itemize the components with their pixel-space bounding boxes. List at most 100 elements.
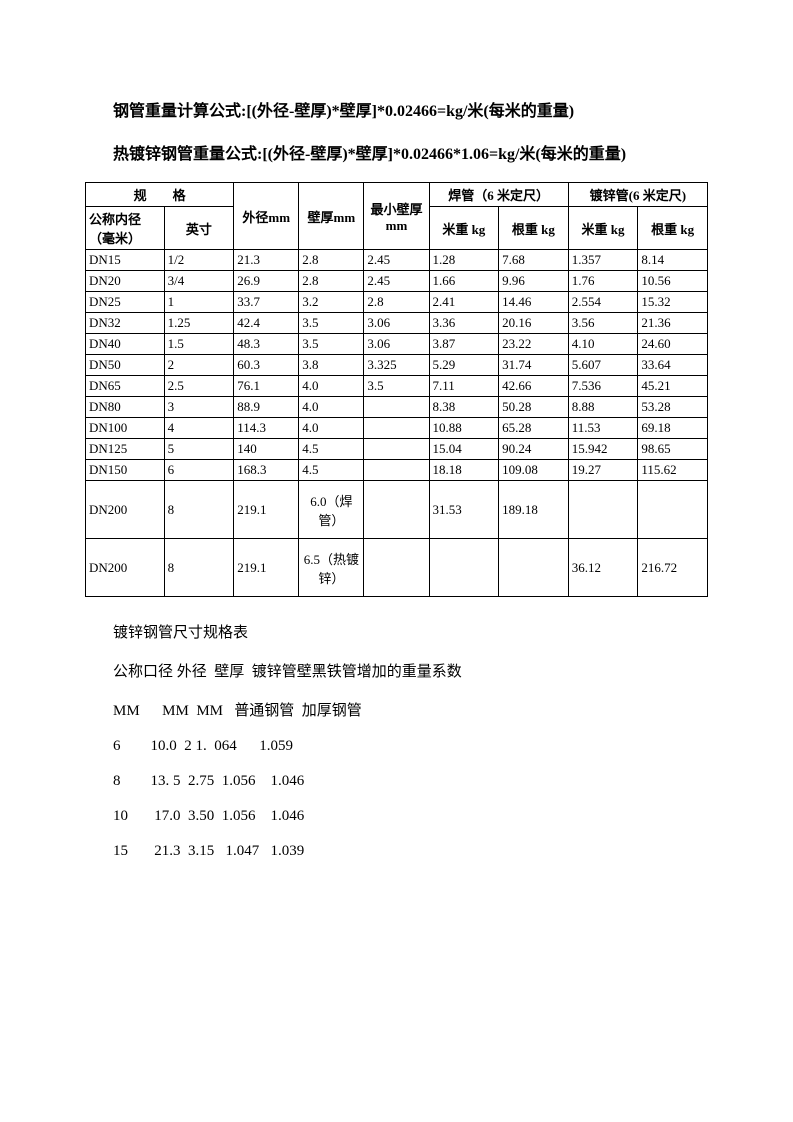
cell-mw: 1.66 [429, 271, 499, 292]
table-row: DN401.548.33.53.063.8723.224.1024.60 [86, 334, 708, 355]
cell-od: 26.9 [234, 271, 299, 292]
th-grweight: 根重 kg [638, 207, 708, 250]
cell-grw: 10.56 [638, 271, 708, 292]
table-row: DN151/221.32.82.451.287.681.3578.14 [86, 250, 708, 271]
table-row: DN80388.94.08.3850.288.8853.28 [86, 397, 708, 418]
cell-wt: 4.5 [299, 460, 364, 481]
cell-inch: 3 [164, 397, 234, 418]
cell-grw: 45.21 [638, 376, 708, 397]
cell-wt: 4.0 [299, 418, 364, 439]
cell-grw: 115.62 [638, 460, 708, 481]
cell-inch: 1.5 [164, 334, 234, 355]
cell-dn: DN25 [86, 292, 165, 313]
cell-mw: 7.11 [429, 376, 499, 397]
cell-min [364, 439, 429, 460]
cell-rw: 20.16 [499, 313, 569, 334]
th-welded: 焊管（6 米定尺） [429, 183, 568, 207]
cell-mw: 1.28 [429, 250, 499, 271]
cell-wt: 4.5 [299, 439, 364, 460]
cell-min [364, 460, 429, 481]
cell-rw: 23.22 [499, 334, 569, 355]
cell-od: 219.1 [234, 481, 299, 539]
cell-dn: DN50 [86, 355, 165, 376]
cell-mw [429, 539, 499, 597]
cell-inch: 5 [164, 439, 234, 460]
cell-gmw: 4.10 [568, 334, 638, 355]
cell-min [364, 481, 429, 539]
cell-rw: 31.74 [499, 355, 569, 376]
cell-od: 168.3 [234, 460, 299, 481]
intro-formulas: 钢管重量计算公式:[(外径-壁厚)*壁厚]*0.02466=kg/米(每米的重量… [85, 90, 708, 176]
cell-rw [499, 539, 569, 597]
cell-gmw: 3.56 [568, 313, 638, 334]
cell-min [364, 397, 429, 418]
pipe-table-body: DN151/221.32.82.451.287.681.3578.14DN203… [86, 250, 708, 597]
cell-inch: 6 [164, 460, 234, 481]
table-row: DN321.2542.43.53.063.3620.163.5621.36 [86, 313, 708, 334]
table-row: DN12551404.515.0490.2415.94298.65 [86, 439, 708, 460]
cell-dn: DN32 [86, 313, 165, 334]
cell-inch: 1.25 [164, 313, 234, 334]
table-row: DN203/426.92.82.451.669.961.7610.56 [86, 271, 708, 292]
cell-od: 219.1 [234, 539, 299, 597]
cell-mw: 10.88 [429, 418, 499, 439]
cell-min: 3.06 [364, 313, 429, 334]
pipe-spec-table: 规 格 外径mm 壁厚mm 最小壁厚mm 焊管（6 米定尺） 镀锌管(6 米定尺… [85, 182, 708, 597]
cell-inch: 4 [164, 418, 234, 439]
cell-dn: DN125 [86, 439, 165, 460]
cell-dn: DN65 [86, 376, 165, 397]
cell-rw: 14.46 [499, 292, 569, 313]
table-row: DN652.576.14.03.57.1142.667.53645.21 [86, 376, 708, 397]
cell-dn: DN15 [86, 250, 165, 271]
cell-rw: 109.08 [499, 460, 569, 481]
table-row: DN1004114.34.010.8865.2811.5369.18 [86, 418, 708, 439]
cell-grw: 69.18 [638, 418, 708, 439]
cell-gmw: 19.27 [568, 460, 638, 481]
cell-inch: 1 [164, 292, 234, 313]
cell-min: 2.8 [364, 292, 429, 313]
th-mweight: 米重 kg [429, 207, 499, 250]
cell-mw: 3.87 [429, 334, 499, 355]
cell-min: 2.45 [364, 271, 429, 292]
cell-gmw: 2.554 [568, 292, 638, 313]
cell-grw: 216.72 [638, 539, 708, 597]
cell-inch: 2 [164, 355, 234, 376]
table-row: DN2008219.16.5（热镀锌）36.12216.72 [86, 539, 708, 597]
cell-dn: DN150 [86, 460, 165, 481]
cell-od: 42.4 [234, 313, 299, 334]
cell-grw: 15.32 [638, 292, 708, 313]
cell-rw: 189.18 [499, 481, 569, 539]
cell-mw: 5.29 [429, 355, 499, 376]
th-od: 外径mm [234, 183, 299, 250]
galv-spec-title: 镀锌钢管尺寸规格表 [85, 621, 708, 642]
cell-dn: DN40 [86, 334, 165, 355]
cell-od: 88.9 [234, 397, 299, 418]
cell-gmw: 36.12 [568, 539, 638, 597]
cell-inch: 8 [164, 539, 234, 597]
cell-gmw: 8.88 [568, 397, 638, 418]
cell-od: 60.3 [234, 355, 299, 376]
table-row: DN25133.73.22.82.4114.462.55415.32 [86, 292, 708, 313]
cell-inch: 3/4 [164, 271, 234, 292]
cell-od: 33.7 [234, 292, 299, 313]
cell-mw: 2.41 [429, 292, 499, 313]
cell-gmw: 5.607 [568, 355, 638, 376]
formula-1: 钢管重量计算公式:[(外径-壁厚)*壁厚]*0.02466=kg/米(每米的重量… [113, 103, 574, 120]
galv-row-1: 8 13. 5 2.75 1.056 1.046 [85, 773, 708, 790]
cell-grw: 8.14 [638, 250, 708, 271]
cell-wt: 4.0 [299, 376, 364, 397]
cell-wt: 3.2 [299, 292, 364, 313]
cell-gmw: 1.357 [568, 250, 638, 271]
th-minwt: 最小壁厚mm [364, 183, 429, 250]
cell-wt: 4.0 [299, 397, 364, 418]
cell-rw: 65.28 [499, 418, 569, 439]
galv-header-line: 公称口径 外径 壁厚 镀锌管壁黑铁管增加的重量系数 [85, 660, 708, 681]
cell-rw: 7.68 [499, 250, 569, 271]
cell-min: 3.325 [364, 355, 429, 376]
cell-dn: DN20 [86, 271, 165, 292]
galv-row-0: 6 10.0 2 1. 064 1.059 [85, 738, 708, 755]
th-inch: 英寸 [164, 207, 234, 250]
cell-dn: DN100 [86, 418, 165, 439]
cell-rw: 50.28 [499, 397, 569, 418]
cell-mw: 8.38 [429, 397, 499, 418]
